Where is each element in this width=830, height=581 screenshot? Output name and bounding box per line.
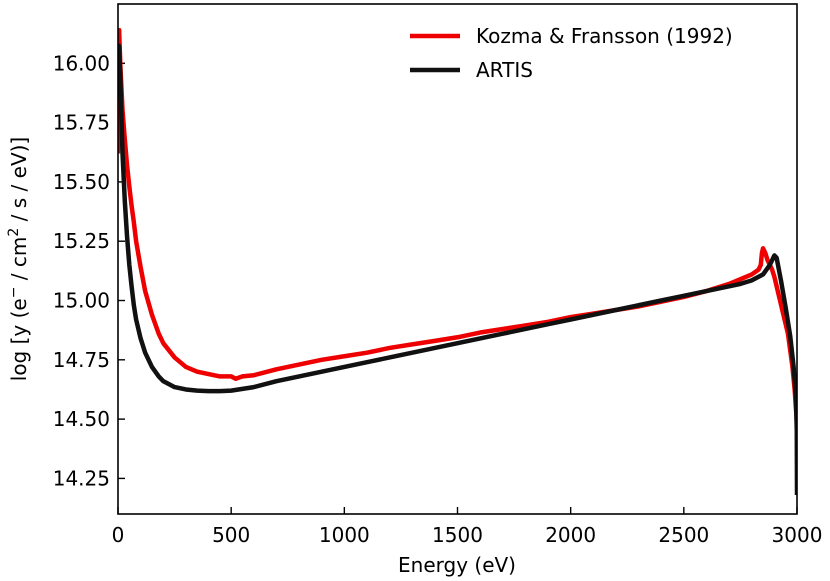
x-tick-label: 1000	[319, 523, 370, 547]
legend-label-kozma: Kozma & Fransson (1992)	[476, 24, 733, 48]
y-tick-label: 15.50	[53, 170, 110, 194]
x-axis-label: Energy (eV)	[398, 553, 516, 577]
y-tick-label: 15.75	[53, 111, 110, 135]
legend: Kozma & Fransson (1992) ARTIS	[410, 24, 733, 82]
legend-label-artis: ARTIS	[476, 58, 533, 82]
x-tick-label: 500	[212, 523, 250, 547]
y-tick-label: 15.00	[53, 289, 110, 313]
x-tick-label: 1500	[432, 523, 483, 547]
series-line-kozma	[118, 27, 797, 425]
plot-frame	[117, 3, 798, 515]
y-tick-label: 16.00	[53, 51, 110, 75]
x-axis-ticks: 0 500 1000 1500 2000 2500 3000	[112, 507, 823, 547]
y-axis-ticks: 14.25 14.50 14.75 15.00 15.25 15.50 15.75 16.00	[53, 51, 125, 490]
series-line-artis	[118, 43, 797, 496]
x-tick-label: 2000	[545, 523, 596, 547]
x-tick-label: 2500	[658, 523, 709, 547]
y-tick-label: 15.25	[53, 229, 110, 253]
x-tick-label: 3000	[772, 523, 823, 547]
series-lines	[118, 27, 797, 496]
x-tick-label: 0	[112, 523, 125, 547]
y-axis-label: log [y (e− / cm2 / s / eV)]	[6, 137, 31, 381]
y-tick-label: 14.75	[53, 348, 110, 372]
y-tick-label: 14.25	[53, 466, 110, 490]
y-tick-label: 14.50	[53, 407, 110, 431]
